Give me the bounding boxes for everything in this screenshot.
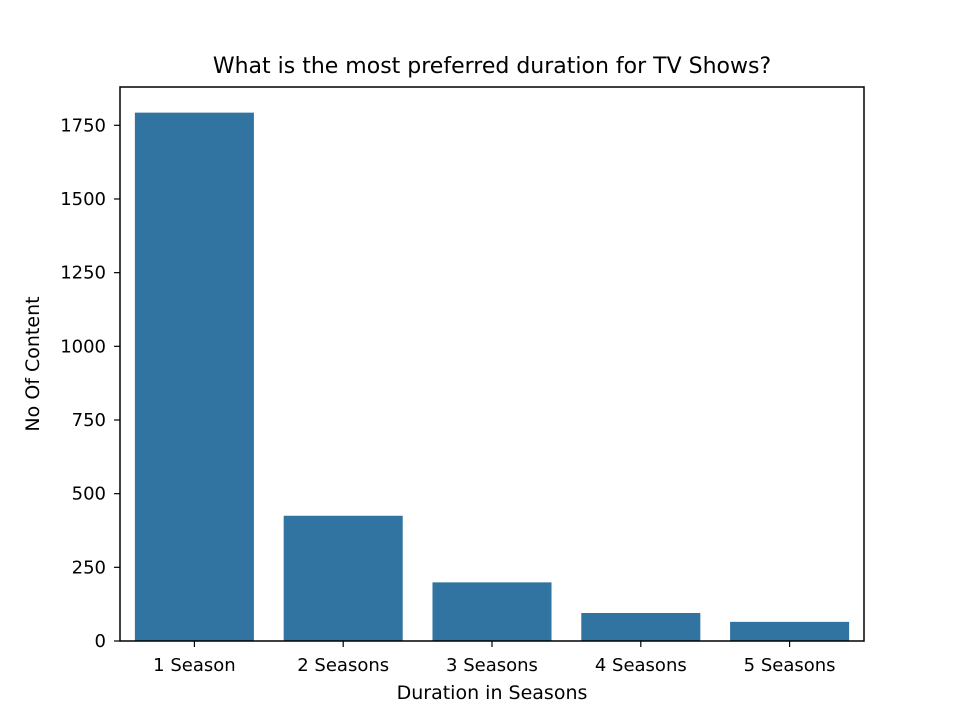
bar-3 (432, 582, 552, 641)
bar-2 (283, 515, 403, 641)
bar-5 (730, 621, 850, 641)
y-tick-label: 1250 (60, 263, 106, 284)
x-tick-label: 4 Seasons (595, 655, 687, 676)
bar-4 (581, 613, 701, 641)
x-tick-label: 2 Seasons (297, 655, 389, 676)
y-tick-label: 250 (72, 557, 106, 578)
y-tick-label: 1500 (60, 189, 106, 210)
bar-1 (134, 112, 254, 642)
y-tick-label: 1000 (60, 336, 106, 357)
x-axis-label: Duration in Seasons (397, 682, 588, 704)
y-tick-label: 1750 (60, 115, 106, 136)
y-tick-label: 500 (72, 484, 106, 505)
bars-layer (134, 112, 850, 642)
x-tick-label: 5 Seasons (744, 655, 836, 676)
axes-layer: 1 Season 2 Seasons 3 Seasons 4 Seasons 5 Sea… (60, 115, 835, 676)
chart-title: What is the most preferred duration for … (213, 54, 771, 79)
plot-frame (119, 86, 865, 642)
y-tick-label: 750 (72, 410, 106, 431)
y-axis-label: No Of Content (22, 296, 44, 431)
x-tick-label: 1 Season (153, 655, 236, 676)
y-tick-label: 0 (95, 631, 106, 652)
x-tick-label: 3 Seasons (446, 655, 538, 676)
